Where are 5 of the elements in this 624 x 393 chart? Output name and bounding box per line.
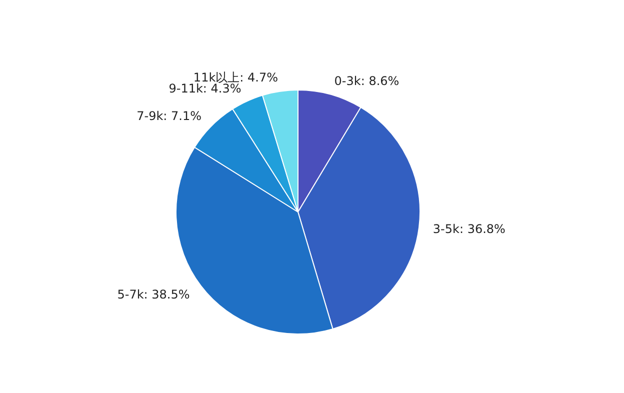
slice-label: 11k以上: 4.7%: [193, 70, 278, 84]
slice-label: 0-3k: 8.6%: [334, 74, 400, 88]
slice-label: 7-9k: 7.1%: [136, 109, 202, 124]
slice-label: 5-7k: 38.5%: [117, 287, 190, 302]
slice-label: 3-5k: 36.8%: [432, 222, 506, 236]
